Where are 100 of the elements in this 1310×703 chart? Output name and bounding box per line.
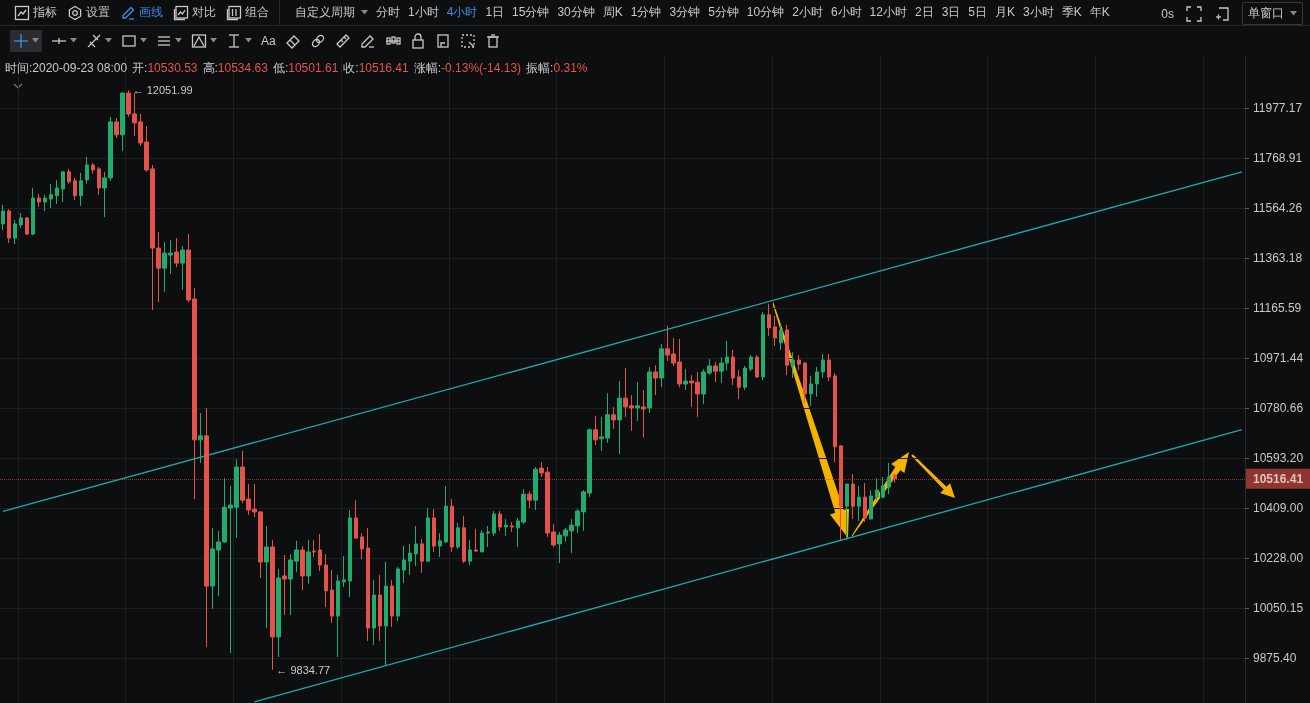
- candlestick: [510, 521, 514, 533]
- candlestick: [647, 366, 652, 414]
- candlestick: [857, 485, 861, 522]
- y-tick-label: 10780.66: [1253, 401, 1304, 416]
- candlestick: [85, 156, 89, 185]
- text: 2日: [914, 4, 934, 21]
- candlestick: [444, 485, 448, 544]
- annotation: 收:10516.41: [343, 61, 409, 75]
- candlestick: [300, 545, 305, 591]
- candlestick: [396, 566, 400, 622]
- annotation: 涨幅:-0.13%(-14.13): [413, 61, 522, 75]
- candlestick: [468, 539, 472, 566]
- candlestick: [815, 366, 819, 398]
- text: 指标: [33, 4, 57, 21]
- candlestick: [348, 509, 352, 598]
- candlestick: [408, 543, 412, 576]
- candlestick: [19, 212, 23, 229]
- text: 3日: [941, 4, 961, 21]
- y-tick-label: 11977.17: [1253, 101, 1303, 116]
- y-tick-label: 10228.00: [1253, 551, 1304, 566]
- y-tick-label: 9875.40: [1253, 651, 1297, 666]
- candlestick: [61, 170, 65, 203]
- candlestick: [863, 482, 867, 523]
- candlestick: [731, 349, 735, 386]
- candlestick: [893, 473, 897, 484]
- candlestick: [174, 237, 179, 268]
- text: 30分钟: [557, 4, 595, 21]
- text: 12小时: [869, 4, 907, 21]
- annotation: 高:10534.63: [202, 61, 268, 75]
- text: 3分钟: [669, 4, 701, 21]
- candlestick: [821, 353, 825, 379]
- candlestick: [713, 361, 718, 383]
- candlestick: [641, 389, 646, 439]
- candlestick: [336, 574, 340, 658]
- annotation: 开:10530.53: [132, 61, 198, 75]
- candlestick: [324, 553, 328, 608]
- candlestick: [414, 525, 418, 567]
- y-tick-label: 11768.91: [1253, 151, 1303, 166]
- text: 5分钟: [708, 4, 739, 21]
- candlestick: [198, 412, 203, 464]
- candlestick: [504, 518, 508, 537]
- text: 设置: [86, 4, 110, 21]
- candlestick: [384, 561, 388, 666]
- text: Aa: [261, 33, 276, 48]
- text: 单窗口: [1248, 5, 1284, 22]
- text: 5日: [968, 4, 988, 21]
- ref-line-label: 10516.41: [1253, 471, 1304, 486]
- candlestick: [330, 569, 334, 624]
- candlestick: [264, 525, 269, 629]
- candlestick: [25, 216, 29, 236]
- candlestick: [593, 415, 598, 446]
- candlestick: [366, 527, 370, 642]
- candlestick: [378, 574, 382, 642]
- candlestick: [839, 445, 843, 541]
- candlestick: [767, 303, 771, 337]
- candlestick: [97, 166, 101, 196]
- candlestick: [120, 91, 125, 152]
- candlestick: [456, 522, 460, 550]
- text: 月K: [995, 4, 1016, 21]
- y-tick-label: 10409.00: [1253, 501, 1304, 516]
- candlestick: [426, 507, 430, 563]
- text: 2小时: [792, 4, 823, 21]
- text: 15分钟: [512, 4, 550, 21]
- candlestick: [7, 208, 11, 244]
- candlestick: [67, 168, 71, 185]
- y-tick-label: 11564.26: [1253, 201, 1303, 216]
- candlestick: [492, 510, 496, 537]
- candlestick: [527, 490, 532, 509]
- candlestick: [204, 407, 209, 648]
- candlestick: [851, 473, 855, 520]
- candlestick: [342, 555, 346, 588]
- y-tick-label: 10971.44: [1253, 351, 1304, 366]
- text: 1分钟: [630, 4, 662, 21]
- candlestick: [827, 353, 831, 382]
- candlestick: [276, 568, 281, 658]
- candlestick: [881, 476, 885, 499]
- candlestick: [797, 354, 801, 371]
- candlestick: [390, 579, 394, 628]
- candlestick: [438, 532, 442, 558]
- text: 4小时: [446, 4, 478, 21]
- candlestick: [73, 177, 77, 201]
- candlestick: [432, 508, 436, 553]
- text: 6小时: [830, 4, 862, 21]
- candlestick: [450, 498, 454, 553]
- text: 对比: [192, 4, 216, 21]
- candlestick: [809, 375, 813, 407]
- text: 自定义周期: [295, 4, 355, 21]
- candlestick: [49, 183, 53, 209]
- candlestick: [318, 533, 322, 572]
- text: 组合: [245, 4, 269, 21]
- text: 季K: [1061, 4, 1082, 21]
- candlestick: [37, 193, 41, 208]
- candlestick: [312, 539, 316, 558]
- candlestick: [91, 162, 95, 175]
- candlestick: [755, 354, 759, 379]
- candlestick: [785, 324, 789, 376]
- candlestick: [791, 351, 795, 379]
- candlestick: [773, 315, 777, 347]
- candlestick: [743, 365, 747, 391]
- candlestick: [803, 361, 807, 404]
